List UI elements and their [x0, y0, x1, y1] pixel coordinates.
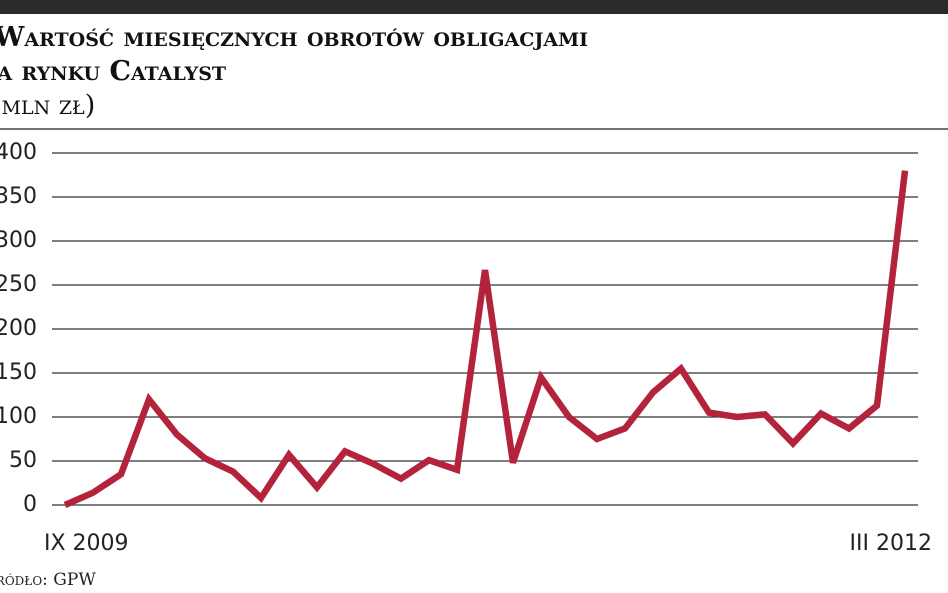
top-band [0, 0, 948, 14]
x-tick-label: IX 2009 [44, 531, 129, 556]
y-tick-label: 300 [0, 228, 37, 253]
x-tick-label: III 2012 [850, 531, 932, 556]
source: Źródło: GPW [0, 569, 96, 590]
y-tick-label: 250 [0, 272, 37, 297]
y-tick-label: 400 [0, 140, 37, 165]
y-tick-label: 150 [0, 360, 37, 385]
data-line [63, 170, 909, 508]
unit-label: (mln zł) [0, 90, 95, 121]
y-tick-label: 50 [9, 448, 37, 473]
y-tick-label: 200 [0, 316, 37, 341]
y-tick-label: 100 [0, 404, 37, 429]
y-tick-label: 350 [0, 184, 37, 209]
chart-title: Wartość miesięcznych obrotów obligacjami [0, 22, 588, 53]
y-tick-label: 0 [23, 492, 37, 517]
chart-subtitle: na rynku Catalyst [0, 56, 226, 87]
